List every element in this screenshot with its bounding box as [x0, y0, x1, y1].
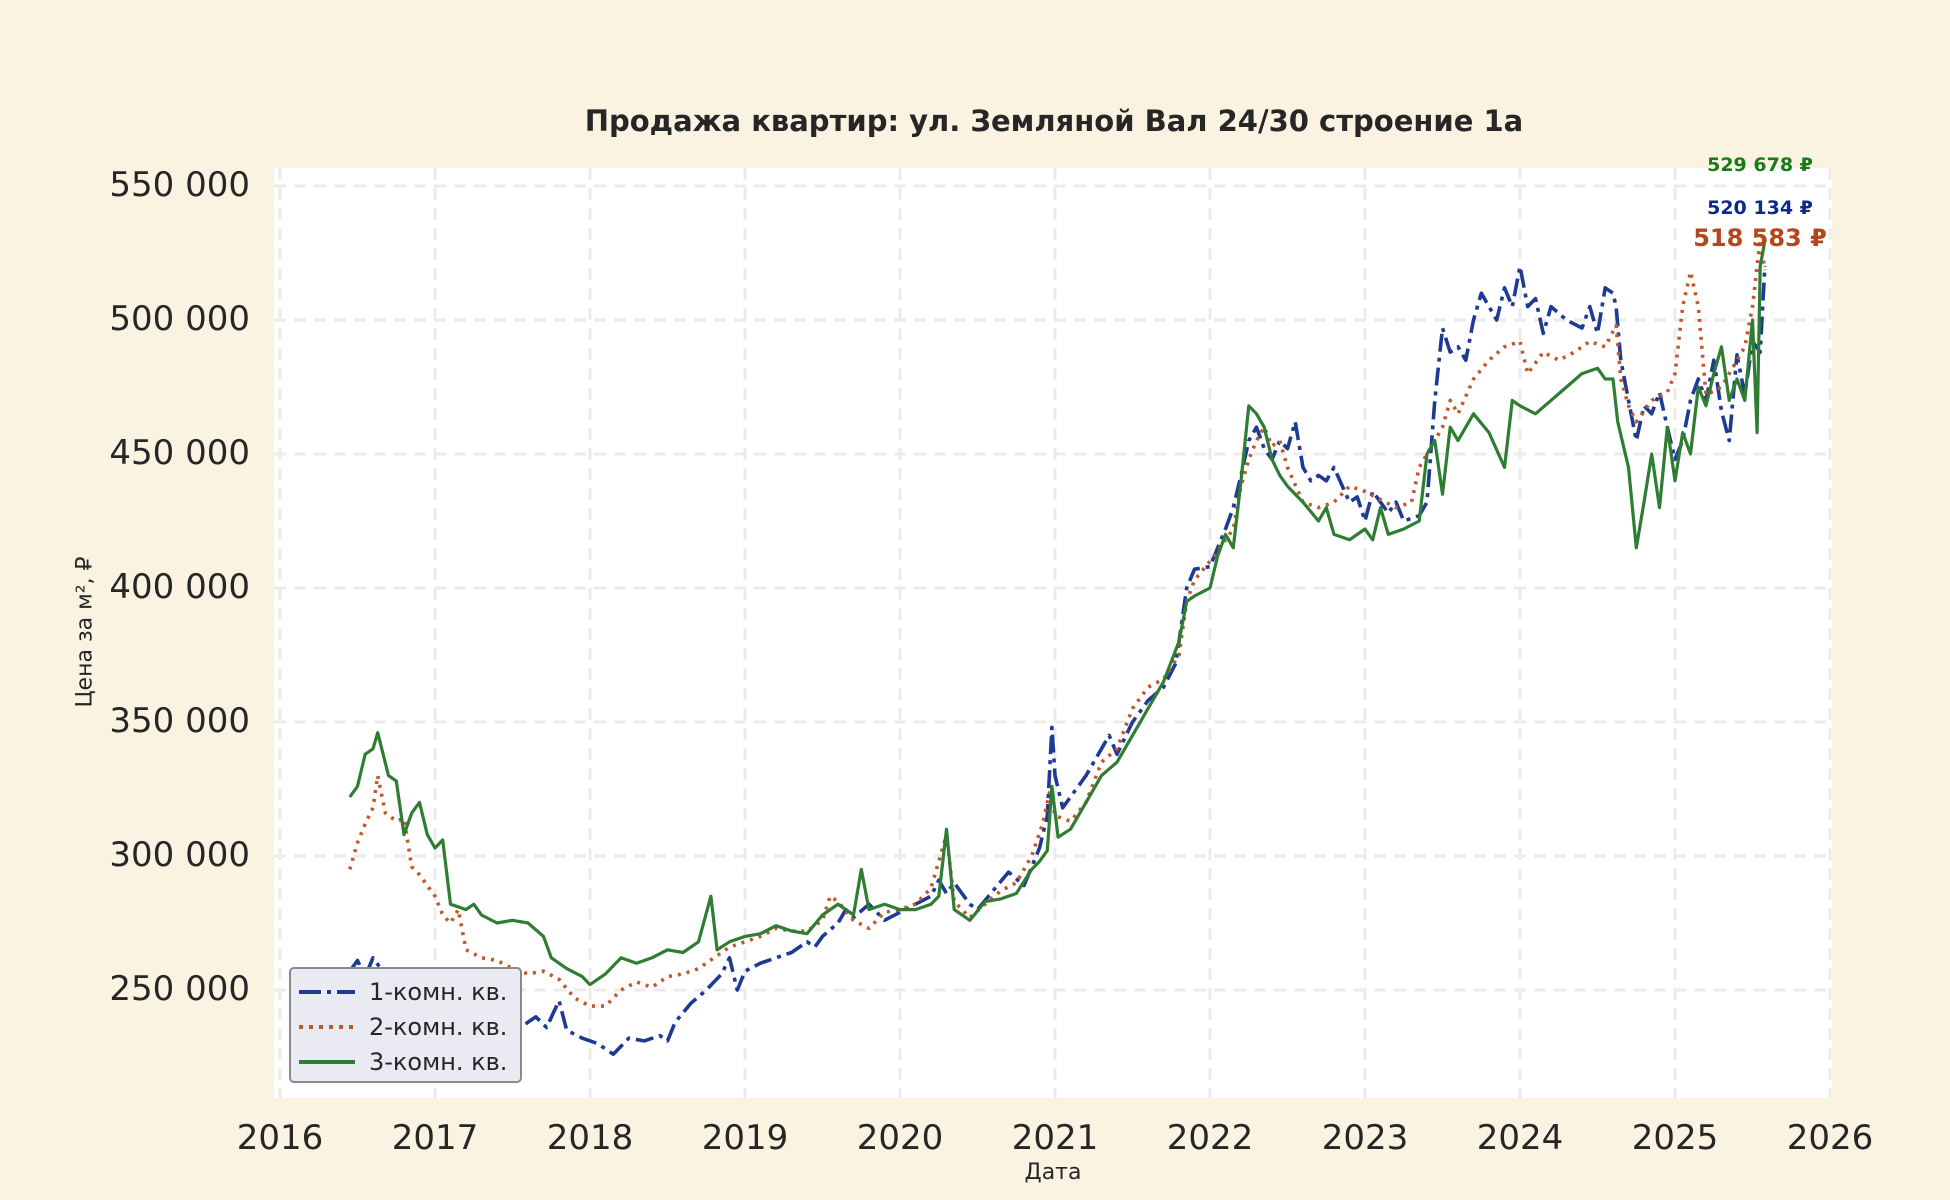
x-tick-label: 2019 — [701, 1118, 789, 1158]
y-tick-label: 250 000 — [109, 969, 250, 1009]
end-label-1room: 520 134 ₽ — [1707, 197, 1813, 219]
series-lines — [348, 237, 1767, 1057]
x-axis-label: Дата — [1024, 1160, 1082, 1185]
plot-background — [274, 168, 1832, 1098]
legend-label: 1-комн. кв. — [369, 978, 508, 1006]
x-tick-label: 2024 — [1476, 1118, 1564, 1158]
y-tick-label: 350 000 — [109, 701, 250, 741]
series-line-1room — [348, 264, 1767, 1057]
y-tick-label: 550 000 — [109, 165, 250, 205]
y-axis-label: Цена за м², ₽ — [72, 556, 98, 708]
x-tick-label: 2025 — [1631, 1118, 1719, 1158]
x-tick-label: 2022 — [1166, 1118, 1254, 1158]
x-tick-label: 2017 — [391, 1118, 479, 1158]
x-tick-label: 2021 — [1011, 1118, 1099, 1158]
end-label-2room: 518 583 ₽ — [1693, 224, 1827, 252]
legend-label: 2-комн. кв. — [369, 1013, 508, 1041]
dashdot-line-icon — [299, 990, 355, 994]
legend-item-2room: 2-комн. кв. — [291, 1010, 507, 1044]
series-line-2room — [348, 237, 1767, 1008]
y-tick-label: 400 000 — [109, 567, 250, 607]
y-tick-label: 450 000 — [109, 433, 250, 473]
x-tick-label: 2023 — [1321, 1118, 1409, 1158]
chart-title: Продажа квартир: ул. Земляной Вал 24/30 … — [584, 104, 1524, 138]
end-label-3room: 529 678 ₽ — [1707, 154, 1813, 176]
series-line-3room — [348, 240, 1767, 987]
solid-line-icon — [299, 1060, 355, 1064]
dotted-line-icon — [299, 1025, 355, 1029]
x-tick-label: 2020 — [856, 1118, 944, 1158]
legend: 1-комн. кв. 2-комн. кв. 3-комн. кв. — [289, 967, 522, 1083]
legend-item-1room: 1-комн. кв. — [291, 975, 507, 1009]
y-tick-label: 300 000 — [109, 835, 250, 875]
x-tick-label: 2026 — [1786, 1118, 1874, 1158]
legend-label: 3-комн. кв. — [369, 1048, 508, 1076]
x-tick-label: 2018 — [546, 1118, 634, 1158]
grid-lines — [274, 168, 1832, 1098]
y-tick-label: 500 000 — [109, 299, 250, 339]
legend-item-3room: 3-комн. кв. — [291, 1045, 507, 1079]
x-tick-label: 2016 — [236, 1118, 324, 1158]
